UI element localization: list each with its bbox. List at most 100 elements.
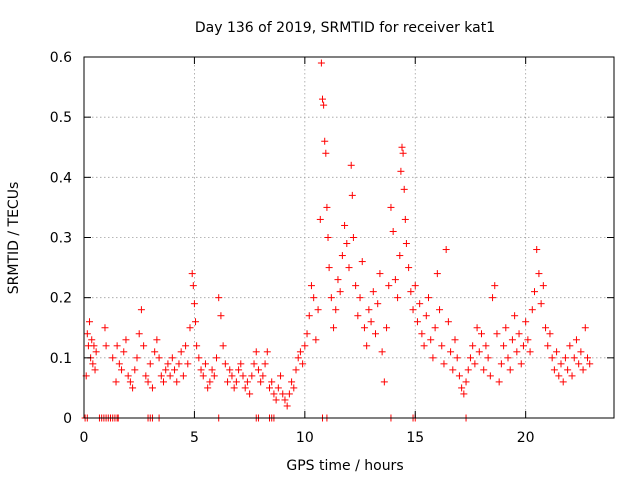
- data-point: [90, 342, 98, 350]
- data-point: [444, 318, 452, 326]
- data-point: [497, 360, 505, 368]
- data-point: [360, 324, 368, 332]
- data-point: [113, 342, 121, 350]
- data-point: [385, 282, 393, 290]
- data-point: [399, 149, 407, 157]
- data-point: [486, 372, 494, 380]
- data-point: [92, 348, 100, 356]
- data-point: [322, 149, 330, 157]
- data-point: [564, 366, 572, 374]
- data-point: [449, 366, 457, 374]
- data-point: [409, 306, 417, 314]
- data-point: [420, 342, 428, 350]
- data-point: [285, 390, 293, 398]
- data-point: [352, 282, 360, 290]
- data-point: [124, 372, 132, 380]
- data-point: [519, 342, 527, 350]
- data-point: [389, 227, 397, 235]
- x-tick-label: 5: [190, 430, 199, 446]
- data-point: [129, 384, 137, 392]
- data-point: [471, 360, 479, 368]
- data-point: [164, 360, 172, 368]
- data-point: [391, 276, 399, 284]
- data-point: [241, 384, 249, 392]
- y-tick-label: 0.4: [50, 170, 72, 186]
- data-point: [544, 342, 552, 350]
- data-point: [188, 270, 196, 278]
- data-point: [184, 360, 192, 368]
- data-point: [135, 330, 143, 338]
- y-tick-label: 0.5: [50, 110, 72, 126]
- y-tick-label: 0.2: [50, 291, 72, 307]
- data-point: [511, 312, 519, 320]
- data-point: [259, 372, 267, 380]
- data-point: [151, 348, 159, 356]
- data-point: [553, 348, 561, 356]
- data-point: [502, 324, 510, 332]
- data-point: [504, 354, 512, 362]
- data-point: [458, 384, 466, 392]
- data-point: [186, 324, 194, 332]
- data-point: [469, 342, 477, 350]
- data-point: [246, 390, 254, 398]
- data-point: [296, 348, 304, 356]
- data-point: [561, 354, 569, 362]
- data-point: [586, 360, 594, 368]
- data-point: [336, 288, 344, 296]
- data-point: [581, 324, 589, 332]
- data-point: [334, 276, 342, 284]
- data-point: [153, 336, 161, 344]
- data-point: [189, 282, 197, 290]
- data-point: [500, 342, 508, 350]
- data-point: [301, 342, 309, 350]
- data-point: [464, 366, 472, 374]
- data-point: [524, 336, 532, 344]
- data-point: [162, 366, 170, 374]
- data-points: [81, 59, 594, 422]
- data-point: [248, 372, 256, 380]
- data-point: [378, 348, 386, 356]
- data-point: [281, 396, 289, 404]
- data-point: [407, 288, 415, 296]
- data-point: [513, 348, 521, 356]
- data-point: [394, 294, 402, 302]
- data-point: [160, 378, 167, 386]
- data-point: [466, 354, 474, 362]
- data-point: [148, 384, 156, 392]
- data-point: [489, 294, 497, 302]
- data-point: [575, 360, 583, 368]
- data-point: [396, 252, 404, 260]
- data-point: [133, 354, 141, 362]
- data-point: [195, 354, 203, 362]
- data-point: [166, 372, 174, 380]
- data-point: [570, 354, 578, 362]
- data-point: [270, 390, 278, 398]
- data-point: [310, 294, 318, 302]
- data-point: [321, 137, 329, 145]
- data-point: [261, 360, 269, 368]
- data-point: [537, 300, 545, 308]
- data-point: [533, 246, 541, 254]
- data-point: [290, 384, 298, 392]
- data-point: [330, 324, 338, 332]
- data-point: [354, 312, 362, 320]
- data-point: [482, 342, 490, 350]
- data-point: [230, 384, 238, 392]
- data-point: [115, 360, 123, 368]
- data-point: [283, 402, 291, 410]
- data-point: [142, 372, 150, 380]
- data-point: [266, 384, 273, 392]
- data-point: [341, 221, 349, 229]
- data-point: [274, 384, 282, 392]
- data-point: [343, 240, 351, 248]
- data-point: [332, 306, 340, 314]
- y-tick-label: 0.3: [50, 231, 72, 247]
- data-point: [299, 360, 307, 368]
- data-point: [367, 318, 375, 326]
- data-point: [506, 366, 514, 374]
- data-point: [418, 330, 426, 338]
- data-point: [555, 372, 563, 380]
- data-point: [171, 366, 179, 374]
- data-point: [192, 318, 200, 326]
- data-point: [422, 312, 430, 320]
